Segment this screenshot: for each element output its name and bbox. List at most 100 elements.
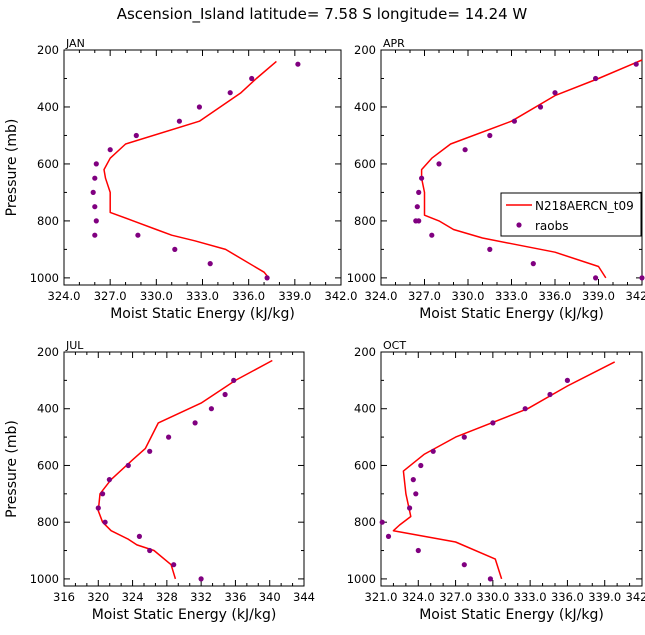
obs-point <box>166 434 172 440</box>
panel-title: JAN <box>65 37 85 50</box>
x-tick-label: 342.0 <box>325 289 358 303</box>
y-tick-label: 200 <box>37 345 59 359</box>
x-tick-label: 333.0 <box>495 289 528 303</box>
y-tick-label: 400 <box>37 402 59 416</box>
y-tick-label: 800 <box>354 214 376 228</box>
panel-oct: 321.0 324.0 327.0 330.0 333.0 336.0 339.0 342.0… <box>347 339 645 623</box>
plot-frame <box>380 49 643 286</box>
plot-frame <box>380 351 643 587</box>
legend-obs-label: raobs <box>535 219 569 233</box>
y-tick-label: 1000 <box>347 271 376 285</box>
obs-point <box>107 147 113 153</box>
obs-point <box>95 505 101 511</box>
obs-point <box>418 462 424 469</box>
obs-point <box>93 161 99 167</box>
plot-frame <box>63 351 305 587</box>
x-axis-label: Moist Static Energy (kJ/kg) <box>419 607 604 623</box>
panel-jan: 324.0 327.0 330.0 333.0 336.0 339.0 342.0 200 40… <box>4 37 357 322</box>
x-tick-label: 330.0 <box>476 590 509 604</box>
obs-point <box>537 104 544 110</box>
x-tick-label: 339.0 <box>582 289 615 303</box>
obs-point <box>176 118 182 124</box>
obs-point <box>552 90 558 96</box>
x-tick-label: 321.0 <box>365 590 398 604</box>
obs-point <box>430 448 436 454</box>
obs-point <box>207 261 213 267</box>
figure-title: Ascension_Island latitude= 7.58 S longit… <box>117 5 528 24</box>
obs-point <box>511 118 517 124</box>
obs-point <box>295 61 301 67</box>
obs-point <box>92 204 98 210</box>
y-tick-label: 1000 <box>30 572 59 586</box>
obs-point <box>461 434 467 440</box>
obs-point <box>487 246 493 252</box>
obs-point <box>429 232 435 238</box>
y-tick-label: 200 <box>354 43 376 57</box>
y-tick-label: 1000 <box>30 271 59 285</box>
obs-point <box>593 275 599 281</box>
obs-point <box>249 75 255 82</box>
y-tick-label: 600 <box>37 157 59 171</box>
x-tick-label: 339.0 <box>588 590 621 604</box>
x-tick-label: 324.0 <box>48 289 81 303</box>
obs-point <box>136 533 142 540</box>
y-tick-label: 400 <box>354 402 376 416</box>
obs-point <box>462 147 468 153</box>
obs-point <box>522 406 528 412</box>
panel-title: OCT <box>383 339 406 352</box>
x-tick-label: 339.0 <box>278 289 311 303</box>
obs-point <box>415 547 421 554</box>
obs-point <box>222 391 228 398</box>
obs-point <box>100 491 106 497</box>
obs-point <box>633 61 639 67</box>
y-tick-label: 1000 <box>347 572 376 586</box>
y-tick-label: 600 <box>37 458 59 472</box>
x-tick-label: 320 <box>87 590 109 604</box>
panel-title: APR <box>383 37 405 50</box>
model-line <box>103 60 277 279</box>
x-tick-label: 324 <box>122 590 144 604</box>
obs-point <box>264 275 270 281</box>
y-tick-label: 400 <box>354 100 376 114</box>
x-tick-label: 336.0 <box>551 590 584 604</box>
obs-point <box>530 261 536 267</box>
obs-point <box>147 448 153 454</box>
x-tick-label: 342.0 <box>626 289 645 303</box>
x-tick-label: 327.0 <box>439 590 472 604</box>
panel-jul: 316 320 324 328 332 336 340 344 200 400 600 800 1000… <box>4 339 315 623</box>
y-axis-label: Pressure (mb) <box>4 420 20 518</box>
y-tick-label: 400 <box>37 100 59 114</box>
x-tick-label: 333.0 <box>186 289 219 303</box>
x-tick-label: 336.0 <box>539 289 572 303</box>
obs-point <box>416 218 422 224</box>
x-tick-label: 333.0 <box>514 590 547 604</box>
obs-point <box>198 576 204 582</box>
y-tick-label: 200 <box>37 43 59 57</box>
obs-point <box>192 420 198 426</box>
y-tick-label: 800 <box>37 515 59 529</box>
x-tick-label: 327.0 <box>94 289 127 303</box>
x-tick-label: 342.0 <box>626 590 645 604</box>
obs-point <box>147 547 153 554</box>
obs-point <box>171 562 177 568</box>
obs-point <box>208 406 214 412</box>
obs-point <box>133 132 139 139</box>
obs-point <box>407 505 413 511</box>
model-line <box>392 361 616 580</box>
x-tick-label: 316 <box>53 590 75 604</box>
x-tick-label: 336 <box>224 590 246 604</box>
x-axis-label: Moist Static Energy (kJ/kg) <box>92 607 277 623</box>
obs-point <box>436 161 442 167</box>
y-tick-label: 800 <box>37 214 59 228</box>
obs-point <box>385 533 392 540</box>
obs-point <box>196 104 202 110</box>
x-axis-label: Moist Static Energy (kJ/kg) <box>110 306 295 322</box>
obs-point <box>125 462 131 469</box>
panel-apr: 324.0 327.0 330.0 333.0 336.0 339.0 342.0 200 40… <box>347 37 645 322</box>
obs-point <box>639 275 645 281</box>
obs-point <box>547 391 553 398</box>
y-tick-label: 800 <box>354 515 376 529</box>
obs-point <box>413 491 419 497</box>
obs-point <box>419 175 425 181</box>
